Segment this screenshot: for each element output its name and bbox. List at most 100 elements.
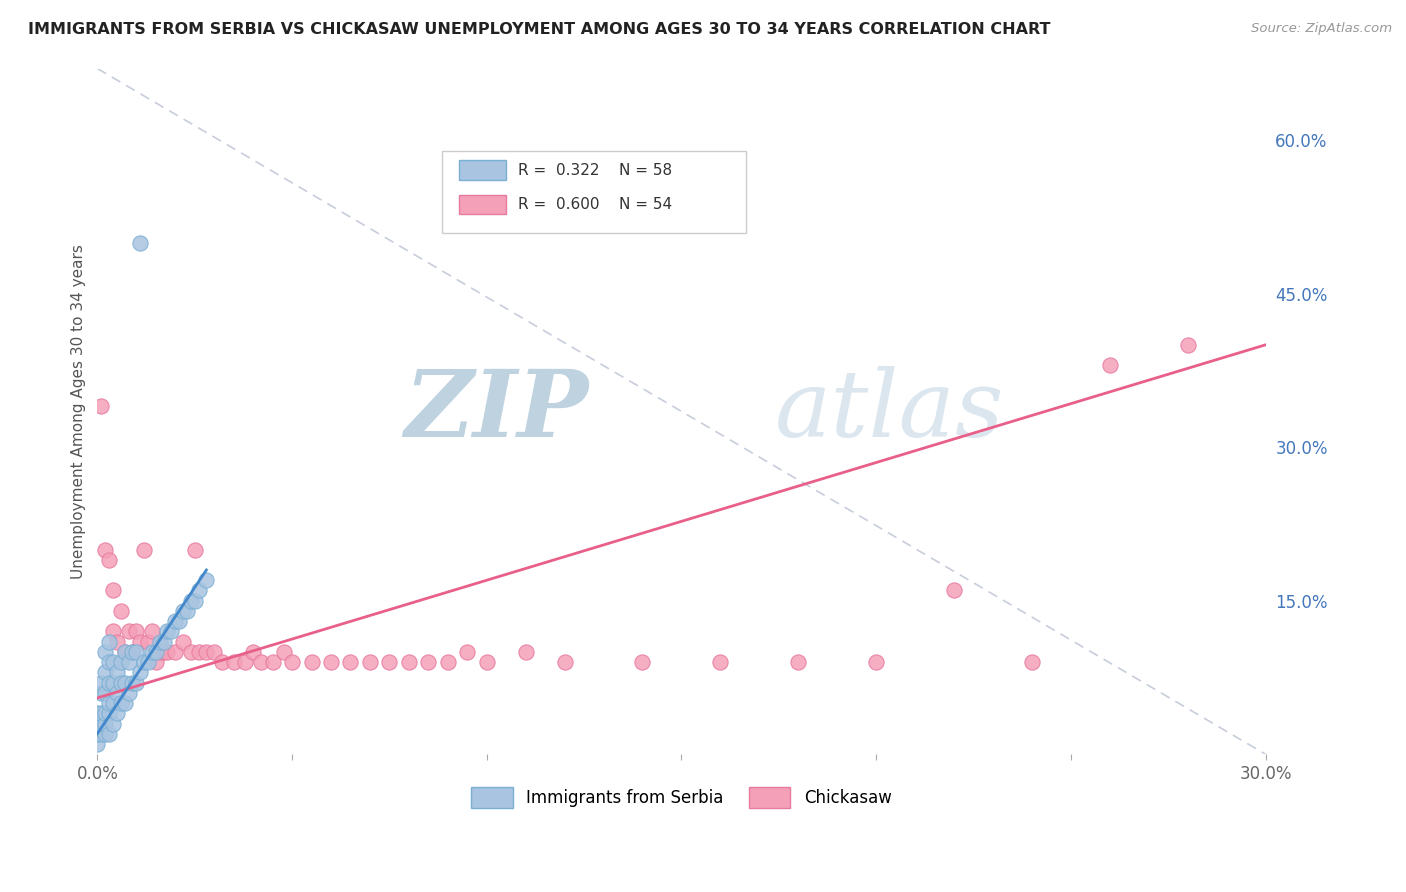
Point bbox=[132, 655, 155, 669]
Point bbox=[90, 399, 112, 413]
Point bbox=[110, 655, 132, 669]
Text: atlas: atlas bbox=[775, 367, 1004, 457]
Point bbox=[242, 645, 264, 659]
Point bbox=[145, 655, 167, 669]
Point bbox=[141, 624, 163, 639]
Point bbox=[110, 604, 132, 618]
Point bbox=[418, 655, 440, 669]
Point bbox=[101, 696, 124, 710]
Point bbox=[787, 655, 810, 669]
Point bbox=[865, 655, 887, 669]
Point bbox=[90, 706, 112, 721]
Point bbox=[114, 696, 136, 710]
Point bbox=[94, 706, 117, 721]
Legend: Immigrants from Serbia, Chickasaw: Immigrants from Serbia, Chickasaw bbox=[464, 780, 898, 814]
Point bbox=[121, 645, 143, 659]
Point bbox=[319, 655, 342, 669]
Point bbox=[554, 655, 576, 669]
Point bbox=[86, 716, 108, 731]
Point bbox=[436, 655, 458, 669]
Point bbox=[129, 235, 152, 250]
Point bbox=[167, 614, 190, 628]
Point bbox=[141, 645, 163, 659]
Point bbox=[378, 655, 401, 669]
Bar bbox=[460, 194, 506, 214]
Point bbox=[152, 634, 174, 648]
Point bbox=[110, 675, 132, 690]
Point bbox=[233, 655, 256, 669]
Point bbox=[110, 696, 132, 710]
Point bbox=[98, 696, 121, 710]
Bar bbox=[460, 161, 506, 179]
Point bbox=[180, 645, 202, 659]
Point bbox=[180, 593, 202, 607]
Point bbox=[98, 675, 121, 690]
Text: IMMIGRANTS FROM SERBIA VS CHICKASAW UNEMPLOYMENT AMONG AGES 30 TO 34 YEARS CORRE: IMMIGRANTS FROM SERBIA VS CHICKASAW UNEM… bbox=[28, 22, 1050, 37]
Point bbox=[152, 645, 174, 659]
Point bbox=[1177, 338, 1199, 352]
Point bbox=[195, 645, 218, 659]
Point bbox=[90, 716, 112, 731]
Point bbox=[183, 593, 205, 607]
Point bbox=[301, 655, 323, 669]
Point bbox=[1098, 359, 1121, 373]
Point bbox=[456, 645, 478, 659]
Point bbox=[631, 655, 654, 669]
Point bbox=[183, 542, 205, 557]
Point bbox=[125, 624, 148, 639]
Point bbox=[145, 645, 167, 659]
Point bbox=[117, 624, 139, 639]
Point bbox=[222, 655, 245, 669]
Point bbox=[281, 655, 304, 669]
Point bbox=[156, 624, 179, 639]
Point bbox=[125, 675, 148, 690]
Point bbox=[90, 686, 112, 700]
Point bbox=[98, 553, 121, 567]
Point bbox=[105, 634, 128, 648]
Point bbox=[398, 655, 420, 669]
Point bbox=[475, 655, 498, 669]
Point bbox=[117, 686, 139, 700]
Point bbox=[105, 665, 128, 680]
Point bbox=[339, 655, 361, 669]
Point bbox=[515, 645, 537, 659]
Point bbox=[149, 645, 172, 659]
Point bbox=[114, 645, 136, 659]
Point bbox=[250, 655, 273, 669]
Point bbox=[105, 706, 128, 721]
Point bbox=[94, 716, 117, 731]
Text: R =  0.600    N = 54: R = 0.600 N = 54 bbox=[517, 197, 672, 211]
Point bbox=[125, 645, 148, 659]
Point bbox=[187, 645, 209, 659]
Point bbox=[187, 583, 209, 598]
Point bbox=[943, 583, 966, 598]
Point bbox=[129, 634, 152, 648]
Point bbox=[94, 665, 117, 680]
Point bbox=[86, 727, 108, 741]
Point bbox=[172, 634, 194, 648]
Point bbox=[176, 604, 198, 618]
Point bbox=[86, 737, 108, 751]
Point bbox=[262, 655, 284, 669]
Text: R =  0.322    N = 58: R = 0.322 N = 58 bbox=[517, 162, 672, 178]
Point bbox=[98, 727, 121, 741]
Point bbox=[165, 614, 187, 628]
Point bbox=[121, 645, 143, 659]
Point bbox=[94, 645, 117, 659]
Point bbox=[114, 675, 136, 690]
Point bbox=[149, 634, 172, 648]
Text: Source: ZipAtlas.com: Source: ZipAtlas.com bbox=[1251, 22, 1392, 36]
Y-axis label: Unemployment Among Ages 30 to 34 years: Unemployment Among Ages 30 to 34 years bbox=[72, 244, 86, 579]
Point bbox=[1021, 655, 1043, 669]
Point bbox=[136, 655, 159, 669]
Point bbox=[172, 604, 194, 618]
Point bbox=[156, 645, 179, 659]
Point bbox=[105, 686, 128, 700]
Point bbox=[211, 655, 233, 669]
Point bbox=[94, 542, 117, 557]
Point bbox=[709, 655, 731, 669]
Point bbox=[90, 675, 112, 690]
Point bbox=[86, 706, 108, 721]
Point bbox=[90, 727, 112, 741]
Point bbox=[101, 716, 124, 731]
